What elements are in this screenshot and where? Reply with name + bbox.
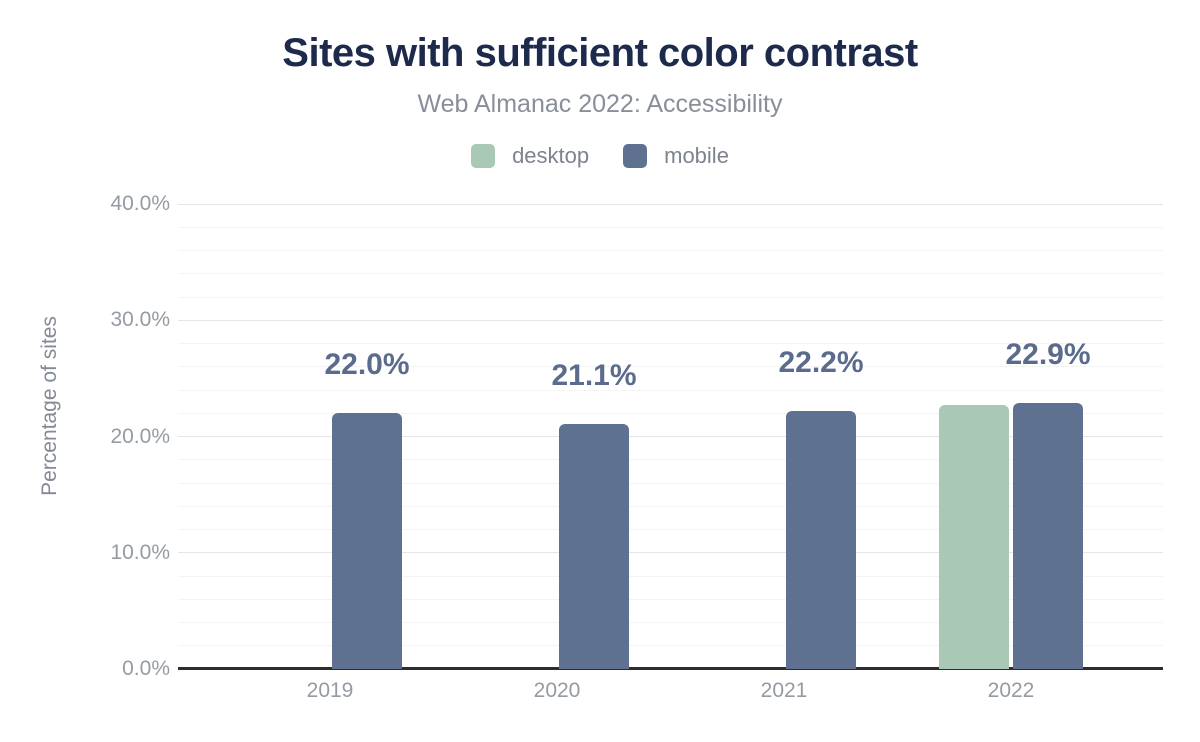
gridline-minor bbox=[178, 645, 1163, 647]
y-tick-label: 30.0% bbox=[110, 308, 170, 332]
mobile-legend-label: mobile bbox=[664, 143, 729, 168]
legend-item-mobile: mobile bbox=[623, 144, 729, 168]
y-axis-title: Percentage of sites bbox=[38, 316, 61, 496]
gridline-minor bbox=[178, 575, 1163, 577]
x-axis-line bbox=[178, 667, 1163, 670]
y-tick-label: 10.0% bbox=[110, 540, 170, 564]
y-tick-label: 0.0% bbox=[122, 657, 170, 680]
gridline-minor bbox=[178, 412, 1163, 414]
gridline-minor bbox=[178, 598, 1163, 600]
gridline-major bbox=[178, 203, 1163, 205]
x-axis-label: 2022 bbox=[987, 679, 1035, 702]
gridline-minor bbox=[178, 459, 1163, 461]
plot-area: 0.0% 10.0% 20.0% 30.0% 40.0% 22.0% 21.1% 22.2% 2… bbox=[110, 192, 1163, 702]
legend: desktop mobile bbox=[0, 144, 1200, 168]
bar-mobile-2022[interactable] bbox=[1013, 402, 1083, 669]
gridline-minor bbox=[178, 622, 1163, 623]
gridline-major bbox=[178, 436, 1163, 437]
gridline-major bbox=[178, 319, 1163, 321]
bar-mobile-2019[interactable] bbox=[332, 413, 402, 669]
y-tick-label: 20.0% bbox=[110, 424, 170, 448]
gridline-minor bbox=[178, 226, 1163, 228]
mobile-swatch-icon bbox=[623, 144, 648, 168]
bar-value-label: 22.2% bbox=[778, 345, 864, 379]
x-axis-label: 2019 bbox=[306, 679, 354, 702]
bar-value-label: 22.0% bbox=[324, 348, 410, 382]
bar-mobile-2021[interactable] bbox=[786, 410, 856, 669]
bar-value-label: 21.1% bbox=[551, 358, 637, 392]
desktop-legend-label: desktop bbox=[512, 143, 590, 168]
desktop-swatch-icon bbox=[471, 144, 496, 168]
gridline-minor bbox=[178, 482, 1163, 484]
gridline-minor bbox=[178, 529, 1163, 530]
y-tick-label: 40.0% bbox=[110, 192, 170, 215]
x-axis-label: 2021 bbox=[760, 679, 808, 702]
chart-title: Sites with sufficient color contrast bbox=[282, 31, 918, 75]
gridline-minor bbox=[178, 389, 1163, 391]
bar-value-label: 22.9% bbox=[1005, 337, 1091, 371]
gridline-minor bbox=[178, 273, 1163, 275]
chart-subtitle: Web Almanac 2022: Accessibility bbox=[417, 90, 783, 118]
gridline-minor bbox=[178, 343, 1163, 344]
bar-desktop-2022[interactable] bbox=[939, 405, 1009, 669]
legend-item-desktop: desktop bbox=[471, 144, 589, 168]
gridline-minor bbox=[178, 250, 1163, 251]
x-axis-label: 2020 bbox=[533, 679, 581, 702]
gridline-minor bbox=[178, 505, 1163, 507]
gridline-minor bbox=[178, 366, 1163, 368]
gridline-minor bbox=[178, 296, 1163, 298]
bar-mobile-2020[interactable] bbox=[559, 423, 629, 669]
gridline-major bbox=[178, 552, 1163, 554]
